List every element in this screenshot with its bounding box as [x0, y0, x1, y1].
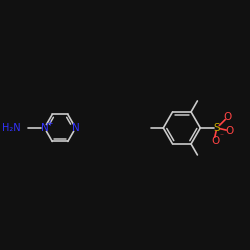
Text: O: O	[226, 126, 234, 136]
Text: H₂N: H₂N	[2, 123, 21, 133]
Text: O: O	[224, 112, 232, 122]
Text: N: N	[72, 123, 80, 133]
Text: +: +	[46, 118, 52, 128]
Text: O: O	[212, 136, 220, 145]
Text: N: N	[40, 123, 48, 133]
Text: ⁻: ⁻	[220, 131, 224, 140]
Text: S: S	[214, 123, 220, 133]
